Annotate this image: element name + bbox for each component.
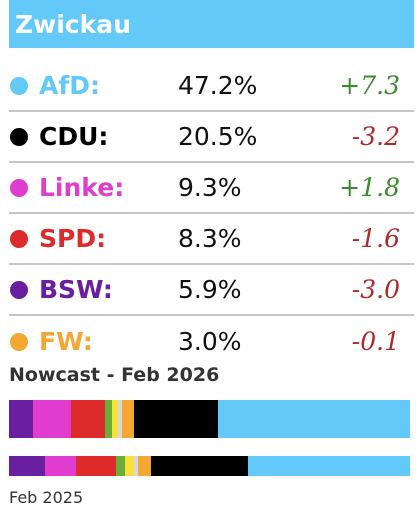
- party-name: CDU:: [39, 122, 109, 151]
- bar-segment-afd: [247, 456, 410, 476]
- vote-change: +7.3: [339, 71, 400, 100]
- vote-change: +1.8: [339, 173, 400, 202]
- party-name: AfD:: [39, 71, 100, 100]
- vote-percent: 9.3%: [178, 173, 242, 202]
- party-color-dot: [10, 178, 28, 197]
- result-row-linke: Linke: 9.3% +1.8: [9, 163, 414, 214]
- vote-change: -3.2: [351, 122, 400, 151]
- bar-segment-fdp: [125, 456, 134, 476]
- bar-segment-fw: [122, 400, 135, 438]
- bar-segment-fdp: [112, 400, 119, 438]
- bar-segment-linke: [33, 400, 71, 438]
- bar-segment-linke: [45, 456, 76, 476]
- vote-percent: 3.0%: [178, 327, 242, 356]
- region-title: Zwickau: [15, 9, 131, 39]
- vote-percent: 20.5%: [178, 122, 258, 151]
- party-color-dot: [10, 76, 28, 95]
- bar-segment-bsw: [9, 400, 34, 438]
- bar-segment-other: [133, 456, 139, 476]
- vote-change: -0.1: [351, 327, 400, 356]
- bar-segment-cdu: [134, 400, 218, 438]
- result-row-fw: FW: 3.0% -0.1: [9, 316, 414, 367]
- bar-segment-bsw: [9, 456, 46, 476]
- nowcast-bar: [9, 400, 410, 438]
- party-color-dot: [10, 127, 28, 146]
- result-row-spd: SPD: 8.3% -1.6: [9, 214, 414, 265]
- party-name: Linke:: [39, 173, 125, 202]
- results-table: AfD: 47.2% +7.3 CDU: 20.5% -3.2 Linke: 9…: [9, 61, 414, 367]
- vote-change: -3.0: [351, 275, 400, 304]
- previous-result-bar: [9, 456, 410, 476]
- bar-segment-fw: [138, 456, 152, 476]
- party-name: FW:: [39, 327, 93, 356]
- bar-segment-other: [118, 400, 123, 438]
- party-name: BSW:: [39, 275, 113, 304]
- bar-segment-afd: [217, 400, 410, 438]
- nowcast-title: Nowcast - Feb 2026: [9, 364, 220, 386]
- bar-segment-spd: [75, 456, 117, 476]
- party-color-dot: [10, 332, 28, 351]
- vote-change: -1.6: [351, 224, 400, 253]
- result-row-cdu: CDU: 20.5% -3.2: [9, 112, 414, 163]
- vote-percent: 8.3%: [178, 224, 242, 253]
- bar-segment-green: [104, 400, 113, 438]
- party-color-dot: [10, 229, 28, 248]
- vote-percent: 5.9%: [178, 275, 242, 304]
- result-row-afd: AfD: 47.2% +7.3: [9, 61, 414, 112]
- vote-percent: 47.2%: [178, 71, 258, 100]
- result-row-bsw: BSW: 5.9% -3.0: [9, 265, 414, 316]
- header-bar: Zwickau: [9, 0, 414, 48]
- party-color-dot: [10, 280, 28, 299]
- previous-result-label: Feb 2025: [9, 488, 84, 507]
- bar-segment-cdu: [151, 456, 248, 476]
- party-name: SPD:: [39, 224, 107, 253]
- bar-segment-green: [116, 456, 126, 476]
- bar-segment-spd: [70, 400, 105, 438]
